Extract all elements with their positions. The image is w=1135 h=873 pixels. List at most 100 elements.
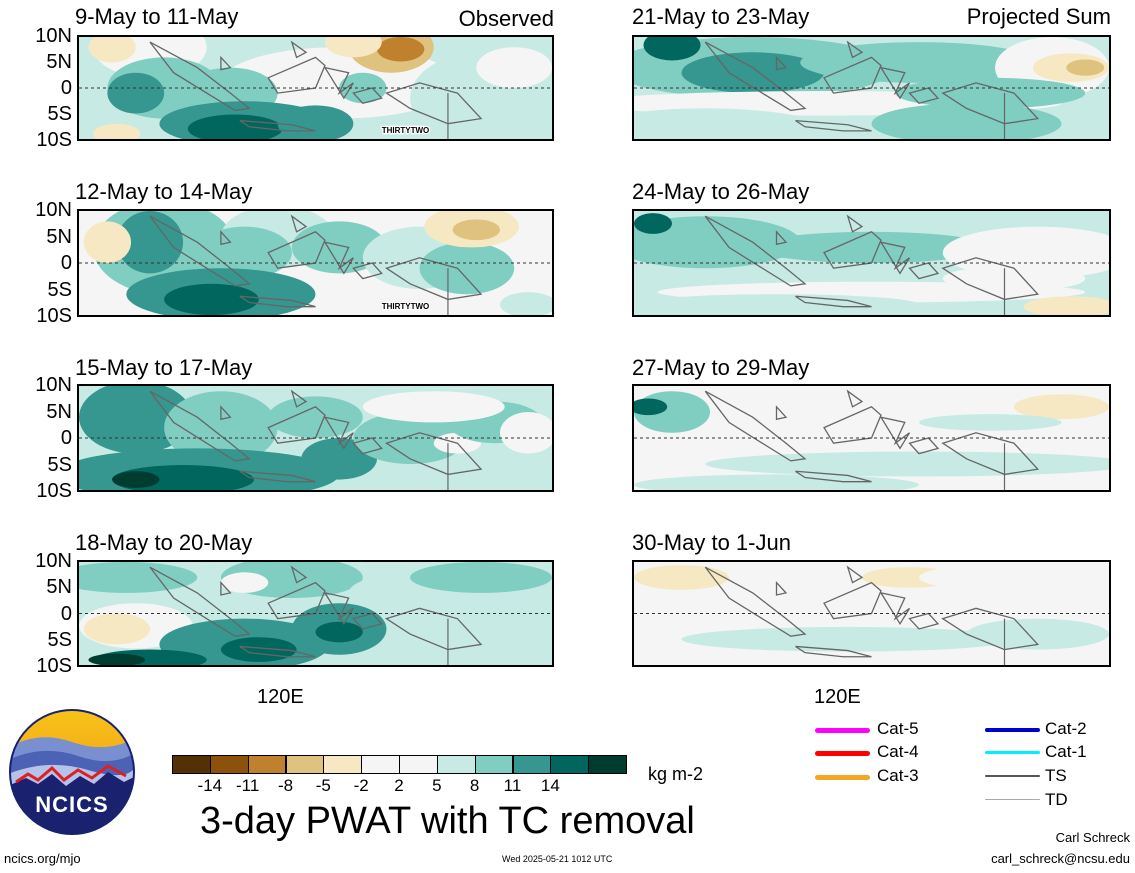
coastline (386, 608, 481, 649)
coastlines (150, 216, 481, 306)
cat3-line (815, 775, 870, 780)
coastline (777, 232, 787, 244)
pwat-anomaly-shade (79, 386, 193, 454)
observed-label: Observed (458, 6, 554, 31)
colorbar (172, 755, 627, 774)
footer-email[interactable]: carl_schreck@ncsu.edu (991, 851, 1130, 866)
lat-label: 5N (46, 51, 72, 73)
cat4-label: Cat-4 (877, 742, 919, 761)
pwat-anomaly-shade (116, 211, 184, 274)
pwat-anomaly-shade (164, 391, 278, 464)
coastline (240, 296, 316, 306)
pwat-anomaly-shade (634, 213, 672, 234)
cat2-line (985, 728, 1040, 732)
colorbar-swatch (588, 755, 627, 774)
cat5-label: Cat-5 (877, 719, 919, 738)
coastline (292, 567, 306, 582)
coastline (221, 407, 230, 419)
coastline (881, 68, 910, 99)
colorbar-ticks: -14 -11 -8 -5 -2 2 5 8 11 14 (172, 776, 626, 798)
coastline (824, 407, 881, 443)
coastline (705, 391, 805, 461)
storm-label: THIRTYTWO (382, 302, 430, 311)
map-panel-1: THIRTYTWO (77, 35, 554, 141)
lat-label: 5S (47, 453, 72, 476)
coastline (292, 216, 306, 232)
lat-label: 5N (46, 576, 72, 599)
coastline (943, 433, 1038, 475)
cat1-label: Cat-1 (1045, 742, 1087, 761)
ncics-logo: NCICS (8, 708, 136, 836)
map-panel-5 (77, 384, 554, 492)
pwat-anomaly-shade (499, 412, 552, 454)
ts-label: TS (1045, 766, 1067, 785)
panel-title-7: 18-May to 20-May (75, 530, 253, 555)
coastline (824, 232, 881, 268)
ts-line (985, 775, 1040, 777)
colorbar-tick-label: -2 (353, 776, 369, 795)
pwat-anomaly-shade (291, 221, 387, 274)
lat-label: 5S (47, 628, 72, 651)
coastline (943, 608, 1038, 649)
coastline (221, 232, 230, 244)
lat-label: 0 (60, 252, 72, 274)
coastline (386, 258, 481, 300)
coastlines (705, 216, 1038, 306)
coastline (848, 391, 862, 407)
footer-url[interactable]: ncics.org/mjo (4, 851, 81, 866)
colorbar-swatch (285, 755, 325, 774)
pwat-anomaly-shade (79, 562, 198, 593)
coastline (705, 42, 805, 110)
coastline (325, 242, 353, 273)
coastline (705, 216, 805, 286)
coastlines (150, 567, 481, 657)
colorbar-swatch (209, 755, 249, 774)
colorbar-tick-label: 14 (540, 776, 560, 795)
colorbar-swatch (172, 755, 211, 774)
lat-label: 10S (36, 129, 72, 151)
coastline (824, 57, 881, 93)
pwat-anomaly-shade (643, 37, 701, 61)
coastline (150, 42, 249, 110)
coastlines (150, 42, 481, 131)
colorbar-tick-label: -8 (277, 776, 294, 795)
colorbar-swatch (550, 755, 590, 774)
pwat-anomaly-shade (268, 396, 363, 438)
lat-label: 10S (36, 655, 72, 677)
pwat-anomaly-shade (634, 294, 919, 315)
pwat-anomaly-shade (919, 565, 1062, 590)
lat-label: 10N (35, 199, 72, 221)
pwat-anomaly-shade (752, 231, 991, 263)
pwat-anomaly-shade (93, 123, 141, 139)
map-panel-2 (632, 35, 1111, 141)
lat-label: 10N (35, 374, 72, 396)
pwat-anomaly-shade (942, 226, 1109, 279)
pwat-anomaly-shade (1014, 394, 1109, 420)
colorbar-swatch (399, 755, 438, 774)
pwat-anomaly-shade (112, 471, 160, 488)
colorbar-swatch (247, 755, 287, 774)
coastline (325, 417, 353, 448)
colorbar-tick-label: -5 (315, 776, 331, 795)
cat2-label: Cat-2 (1045, 719, 1087, 738)
pwat-anomaly-shade (499, 292, 552, 315)
colorbar-swatch (474, 755, 514, 774)
lat-label: 5S (47, 103, 72, 125)
td-line (985, 799, 1040, 800)
panel-title-8: 30-May to 1-Jun (632, 530, 791, 555)
coastline (777, 583, 787, 595)
coastline (353, 88, 381, 103)
lat-label: 0 (60, 602, 72, 625)
pwat-anomaly-shade (895, 77, 1086, 109)
pwat-anomaly-shade (419, 242, 515, 295)
pwat-anomaly-shade (476, 47, 552, 88)
colorbar-tick-label: 2 (394, 776, 404, 795)
colorbar-swatch (361, 755, 400, 774)
pwat-anomaly-shade (634, 565, 729, 590)
pwat-anomaly-shade (634, 398, 668, 416)
coastline (353, 263, 381, 279)
coastline (848, 42, 862, 57)
lon-label-right: 120E (814, 686, 861, 708)
coastline (268, 407, 325, 443)
lat-label: 10N (35, 25, 72, 47)
